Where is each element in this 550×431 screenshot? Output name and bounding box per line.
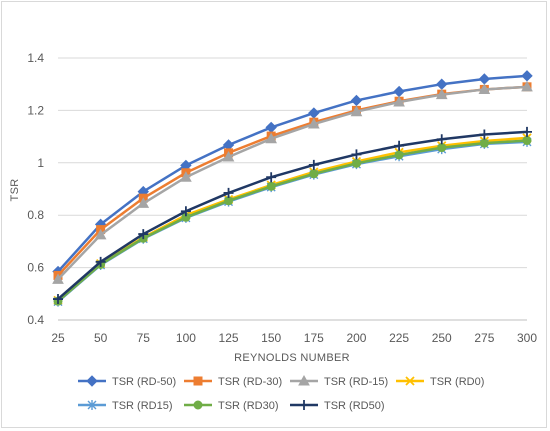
data-point <box>436 78 448 90</box>
data-point <box>478 83 491 94</box>
series-line <box>57 74 528 273</box>
x-tick-label: 175 <box>304 331 324 345</box>
data-point <box>394 140 405 151</box>
legend-label: TSR (RD50) <box>324 400 385 412</box>
data-point <box>479 129 490 140</box>
data-point <box>436 134 447 145</box>
data-point <box>521 80 533 92</box>
series-line <box>57 140 528 303</box>
legend-item: TSR (RD0) <box>396 376 484 388</box>
data-point <box>437 143 447 153</box>
y-tick-label: 1.2 <box>27 103 44 117</box>
data-point <box>265 121 277 134</box>
legend-marker <box>299 400 309 410</box>
legend: TSR (RD-50) TSR (RD-30) TSR (RD-15) TSR (RD… <box>78 374 484 412</box>
x-tick-label: 300 <box>517 331 537 345</box>
legend-item: TSR (RD-15) <box>290 374 388 388</box>
legend-marker <box>193 376 203 386</box>
data-point <box>180 206 191 217</box>
data-point <box>308 159 319 170</box>
legend-marker <box>405 376 415 386</box>
data-point <box>308 107 320 119</box>
legend-item: TSR (RD15) <box>78 400 173 412</box>
data-point <box>522 126 532 137</box>
series-line <box>57 139 528 303</box>
data-point <box>224 196 234 206</box>
x-tick-label: 250 <box>432 331 452 345</box>
data-point <box>222 151 235 162</box>
data-point <box>265 132 278 144</box>
data-point <box>435 88 448 100</box>
series-5 <box>53 136 532 306</box>
data-point <box>307 117 320 129</box>
legend-label: TSR (RD-30) <box>218 376 282 388</box>
data-point <box>351 158 361 168</box>
legend-label: TSR (RD30) <box>218 400 279 412</box>
data-point <box>350 105 363 117</box>
y-tick-label: 1 <box>37 156 44 170</box>
data-point <box>138 229 149 240</box>
data-point <box>478 73 491 85</box>
axes: 0.4 0.6 0.8 1 1.2 1.4 25 50 75 100 125 150 175 200 225… <box>27 51 537 345</box>
gridlines <box>58 57 527 269</box>
series-6 <box>53 126 532 305</box>
x-tick-label: 100 <box>176 331 196 345</box>
x-tick-label: 125 <box>219 331 239 345</box>
x-tick-label: 75 <box>137 331 151 345</box>
legend-marker <box>193 400 203 410</box>
data-point <box>180 171 192 182</box>
legend-item: TSR (RD30) <box>184 400 279 412</box>
data-point <box>137 197 150 208</box>
x-tick-label: 25 <box>51 331 65 345</box>
legend-item: TSR (RD50) <box>290 400 385 412</box>
series-2 <box>52 80 533 284</box>
x-tick-label: 225 <box>389 331 409 345</box>
legend-label: TSR (RD-15) <box>324 376 388 388</box>
y-tick-label: 1.4 <box>27 51 44 65</box>
data-point <box>393 85 405 98</box>
legend-marker <box>298 374 310 386</box>
series-line <box>57 136 528 302</box>
data-point <box>53 294 63 305</box>
x-tick-label: 150 <box>261 331 281 345</box>
x-tick-label: 200 <box>346 331 366 345</box>
legend-item: TSR (RD-50) <box>78 375 176 388</box>
series-line <box>57 130 528 300</box>
legend-label: TSR (RD-50) <box>112 376 176 388</box>
data-point <box>94 228 107 240</box>
data-point <box>521 70 533 82</box>
series-layer <box>52 70 533 307</box>
y-tick-label: 0.6 <box>27 261 44 275</box>
series-line <box>57 85 528 281</box>
legend-label: TSR (RD15) <box>112 400 173 412</box>
data-point <box>351 149 362 160</box>
y-axis-title: TSR <box>9 179 21 202</box>
data-point <box>393 95 405 107</box>
x-axis-title: REYNOLDS NUMBER <box>234 352 350 364</box>
data-point <box>223 187 234 198</box>
data-point <box>95 256 106 267</box>
data-point <box>479 138 489 148</box>
legend-marker <box>87 400 97 410</box>
data-point <box>522 136 532 146</box>
y-tick-label: 0.8 <box>27 208 44 222</box>
series-3 <box>53 133 532 305</box>
x-tick-label: 275 <box>474 331 494 345</box>
legend-marker <box>86 375 98 387</box>
x-tick-label: 50 <box>94 331 108 345</box>
data-point <box>394 150 404 160</box>
data-point <box>350 94 363 107</box>
y-tick-label: 0.4 <box>27 313 44 327</box>
data-point <box>266 181 276 191</box>
data-point <box>52 273 64 284</box>
data-point <box>309 169 319 179</box>
legend-item: TSR (RD-30) <box>184 376 282 388</box>
legend-label: TSR (RD0) <box>430 376 484 388</box>
data-point <box>266 172 277 183</box>
